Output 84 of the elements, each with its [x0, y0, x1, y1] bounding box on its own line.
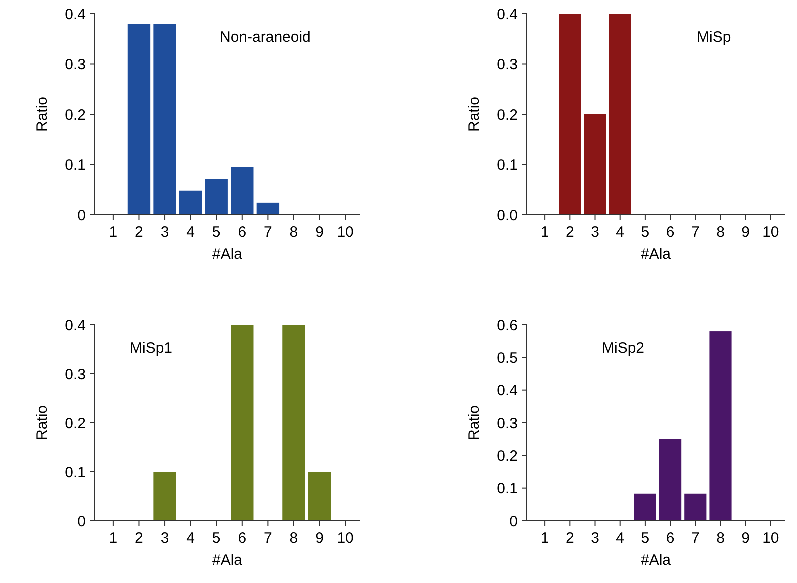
- x-tick-label: 4: [186, 530, 195, 547]
- y-tick-label: 0.3: [497, 415, 518, 432]
- bar: [684, 494, 707, 521]
- x-tick-label: 6: [238, 224, 247, 241]
- x-tick-label: 5: [641, 224, 650, 241]
- bar: [660, 439, 682, 521]
- x-tick-label: 1: [109, 224, 118, 241]
- x-tick-label: 3: [160, 224, 170, 241]
- y-tick-label: 0.1: [497, 480, 518, 498]
- y-tick-label: 0.3: [65, 366, 86, 384]
- x-tick-label: 1: [540, 530, 550, 547]
- y-tick-label: 0: [78, 207, 86, 224]
- x-tick-label: 2: [566, 530, 574, 547]
- x-tick-label: 9: [316, 530, 324, 547]
- y-tick-label: 0.4: [497, 382, 518, 400]
- x-tick-label: 10: [337, 530, 354, 547]
- x-tick-label: 1: [109, 530, 118, 547]
- y-tick-label: 0.2: [65, 106, 86, 124]
- y-tick-label: 0.0: [497, 207, 518, 224]
- x-tick-label: 3: [591, 530, 600, 547]
- x-axis-title: #Ala: [212, 246, 244, 263]
- y-axis-title: Ratio: [34, 405, 51, 441]
- y-tick-label: 0.4: [65, 6, 86, 24]
- bar: [256, 202, 280, 215]
- bar: [128, 24, 151, 215]
- x-tick-label: 4: [186, 224, 195, 241]
- y-tick-label: 0.5: [497, 350, 518, 367]
- y-tick-label: 0.6: [497, 317, 518, 334]
- bar: [179, 190, 202, 215]
- y-axis-title: Ratio: [466, 405, 483, 441]
- x-tick-label: 8: [290, 530, 298, 547]
- x-axis-title: #Ala: [640, 552, 672, 569]
- x-tick-label: 5: [212, 224, 221, 241]
- text: MiSp2: [602, 340, 645, 357]
- bar: [231, 167, 254, 215]
- x-tick-label: 6: [238, 530, 247, 547]
- x-tick-label: 10: [337, 224, 354, 241]
- bar: [154, 24, 176, 215]
- y-tick-label: 0.3: [65, 56, 86, 74]
- x-tick-label: 7: [264, 530, 272, 547]
- y-tick-label: 0.1: [497, 157, 518, 174]
- y-tick-label: 0: [78, 513, 86, 530]
- y-tick-label: 0.2: [497, 106, 518, 124]
- x-tick-label: 9: [742, 224, 750, 241]
- x-tick-label: 5: [641, 530, 650, 547]
- x-tick-label: 2: [135, 224, 144, 241]
- x-tick-label: 5: [212, 530, 221, 547]
- x-tick-label: 3: [591, 224, 600, 241]
- x-tick-label: 10: [762, 530, 780, 547]
- y-tick-label: 0.1: [65, 157, 86, 174]
- x-tick-label: 9: [316, 224, 324, 241]
- x-tick-label: 1: [540, 224, 550, 241]
- text: Non-araneoid: [220, 29, 311, 46]
- x-tick-label: 4: [616, 224, 625, 241]
- y-tick-label: 0.3: [497, 56, 518, 74]
- x-tick-label: 6: [666, 224, 675, 241]
- bar: [205, 179, 228, 215]
- y-axis-title: Ratio: [34, 96, 51, 132]
- x-tick-label: 7: [691, 530, 700, 547]
- x-tick-label: 7: [691, 224, 700, 241]
- x-tick-label: 10: [762, 224, 780, 241]
- x-tick-label: 2: [566, 224, 574, 241]
- x-tick-label: 8: [716, 530, 725, 547]
- bar: [634, 494, 656, 521]
- y-tick-label: 0.4: [65, 317, 86, 334]
- x-axis-title: #Ala: [212, 552, 244, 569]
- x-tick-label: 3: [160, 530, 170, 547]
- x-tick-label: 6: [666, 530, 675, 547]
- x-tick-label: 4: [616, 530, 625, 547]
- y-tick-label: 0.2: [497, 448, 518, 465]
- y-axis-title: Ratio: [466, 96, 483, 132]
- y-tick-label: 0.2: [65, 415, 86, 432]
- y-tick-label: 0: [510, 513, 518, 530]
- y-tick-label: 0.1: [65, 464, 86, 482]
- bar: [710, 332, 732, 521]
- x-tick-label: 7: [264, 224, 272, 241]
- x-tick-label: 8: [716, 224, 725, 241]
- x-axis-title: #Ala: [640, 246, 672, 263]
- y-tick-label: 0.4: [497, 6, 518, 24]
- x-tick-label: 8: [290, 224, 298, 241]
- x-tick-label: 2: [135, 530, 144, 547]
- x-tick-label: 9: [742, 530, 750, 547]
- text: MiSp: [697, 29, 732, 46]
- text: MiSp1: [130, 340, 173, 357]
